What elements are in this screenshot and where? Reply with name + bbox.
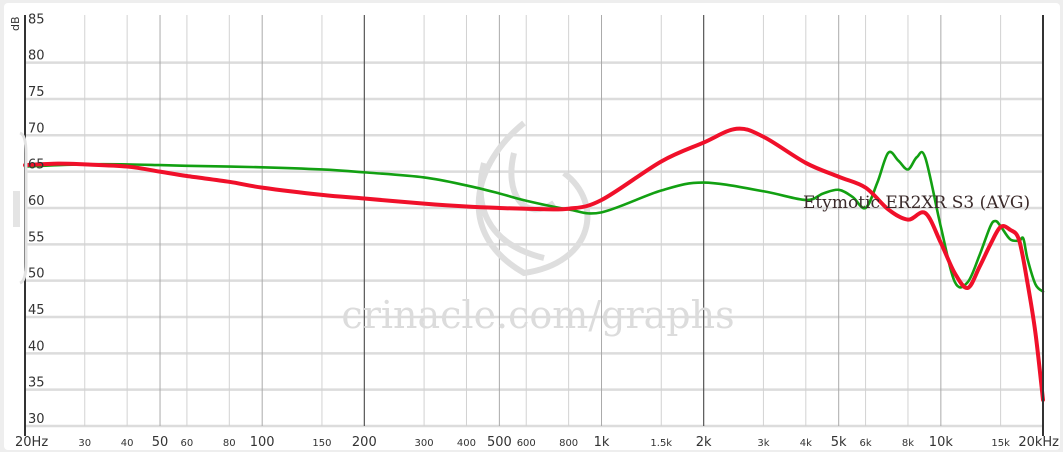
- y-tick-label: 50: [28, 267, 45, 282]
- watermark-text: crinacle.com/graphs: [341, 293, 734, 337]
- x-tick-label: 10k: [929, 435, 954, 450]
- y-tick-label: 30: [28, 412, 45, 427]
- x-tick-label: 40: [121, 438, 134, 449]
- x-tick-label: 2k: [696, 435, 712, 450]
- y-tick-label: 45: [28, 303, 45, 318]
- x-tick-label: 600: [517, 438, 536, 449]
- x-tick-label: 80: [223, 438, 236, 449]
- x-tick-label: 8k: [902, 438, 914, 449]
- x-tick-label: 800: [559, 438, 578, 449]
- side-handle-grip[interactable]: [13, 191, 20, 227]
- x-tick-label: 50: [152, 435, 169, 450]
- x-tick-label: 15k: [991, 438, 1010, 449]
- y-tick-label: 70: [28, 121, 45, 136]
- x-tick-label: 60: [181, 438, 194, 449]
- x-tick-label: 20Hz: [15, 435, 48, 450]
- green-curve[interactable]: [23, 150, 1045, 293]
- red-curve[interactable]: [23, 126, 1045, 402]
- y-tick-label: 65: [28, 158, 45, 173]
- x-tick-label: 1.5k: [650, 438, 672, 449]
- x-tick-label: 300: [415, 438, 434, 449]
- x-tick-label: 150: [312, 438, 331, 449]
- x-tick-label: 200: [352, 435, 377, 450]
- y-tick-label: 55: [28, 230, 45, 245]
- y-tick-label: 35: [28, 376, 45, 391]
- x-tick-label: 30: [78, 438, 91, 449]
- x-tick-label: 5k: [831, 435, 847, 450]
- frequency-response-chart: crinacle.com/graphs Etymotic ER2XR S3 (A…: [9, 12, 1059, 450]
- x-tick-label: 6k: [859, 438, 871, 449]
- side-handle[interactable]: [19, 131, 28, 285]
- x-tick-label: 100: [250, 435, 275, 450]
- y-tick-label: 40: [28, 339, 45, 354]
- y-tick-label: 85: [28, 12, 45, 27]
- x-tick-label: 3k: [757, 438, 769, 449]
- y-axis-label: dB: [9, 16, 22, 31]
- series-label: Etymotic ER2XR S3 (AVG): [803, 193, 1030, 213]
- x-tick-label: 1k: [594, 435, 610, 450]
- graph-panel: crinacle.com/graphs Etymotic ER2XR S3 (A…: [4, 3, 1060, 450]
- x-tick-label: 400: [457, 438, 476, 449]
- x-tick-label: 4k: [800, 438, 812, 449]
- y-tick-label: 60: [28, 194, 45, 209]
- y-tick-label: 75: [28, 85, 45, 100]
- y-tick-label: 80: [28, 49, 45, 64]
- crinacle-logo: [475, 120, 591, 277]
- x-tick-label: 500: [487, 435, 512, 450]
- x-tick-label: 20kHz: [1018, 435, 1059, 450]
